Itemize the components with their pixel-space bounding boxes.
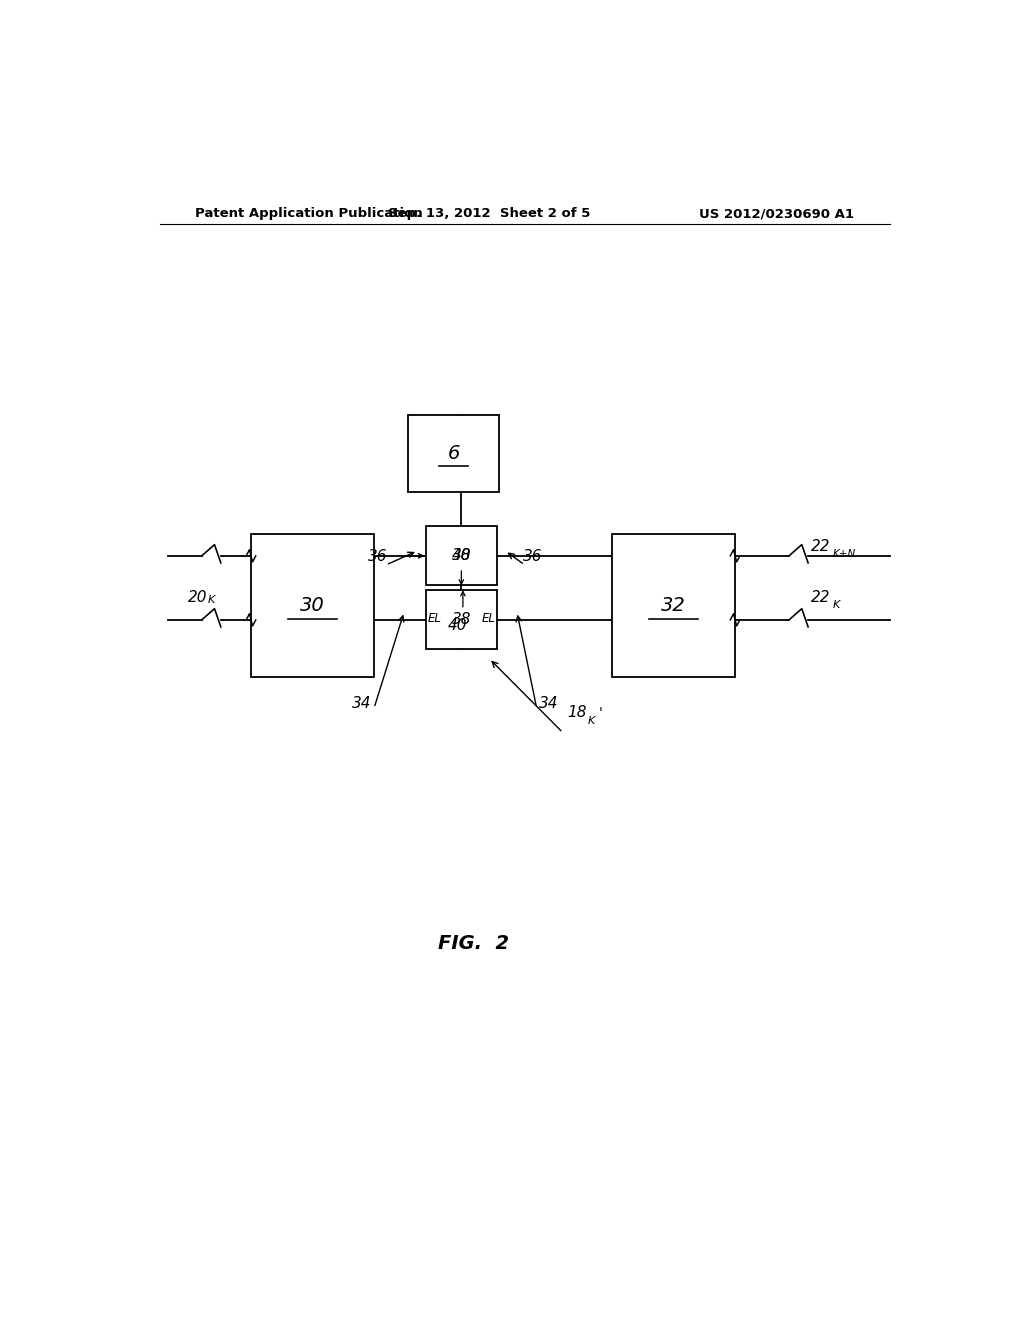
Text: 38: 38 [452,612,471,627]
Text: Sep. 13, 2012  Sheet 2 of 5: Sep. 13, 2012 Sheet 2 of 5 [388,207,590,220]
Text: 32: 32 [662,597,686,615]
Text: 22: 22 [811,590,830,605]
Text: 40: 40 [452,548,471,564]
Text: 34: 34 [539,696,558,710]
Text: ': ' [599,706,602,721]
Bar [426,590,497,649]
Text: Patent Application Publication: Patent Application Publication [196,207,423,220]
Text: 36: 36 [523,549,543,565]
Text: 6: 6 [447,444,460,462]
Text: 22: 22 [811,539,830,554]
Text: 36: 36 [369,549,388,565]
Text: EL: EL [482,612,496,626]
Text: K+N: K+N [833,549,856,558]
Bar [251,535,374,677]
Text: K: K [833,599,840,610]
Text: 40: 40 [447,618,467,632]
Text: K: K [588,715,595,726]
Bar [426,527,497,585]
Text: US 2012/0230690 A1: US 2012/0230690 A1 [699,207,854,220]
Text: K: K [208,594,215,605]
Bar [612,535,735,677]
Text: 38: 38 [452,548,471,564]
Text: 20: 20 [187,590,207,605]
Text: 34: 34 [352,696,372,710]
Text: FIG.  2: FIG. 2 [437,933,509,953]
Text: EL: EL [428,612,442,626]
Bar [409,414,500,492]
Text: 30: 30 [300,597,325,615]
Text: 18: 18 [567,705,587,721]
